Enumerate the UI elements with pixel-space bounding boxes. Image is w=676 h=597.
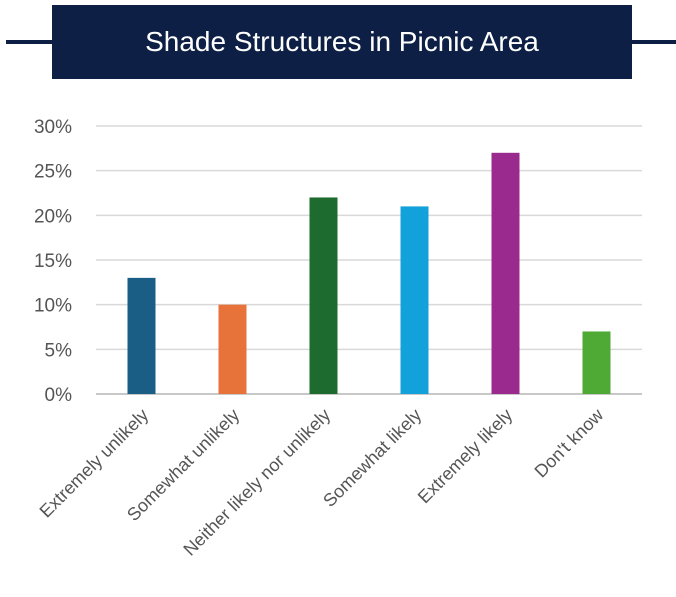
y-tick-label: 15% [34,251,72,272]
y-tick-label: 25% [34,162,72,183]
bar [491,152,520,394]
y-tick-label: 0% [45,385,73,406]
y-tick-label: 20% [34,206,72,227]
y-tick-label: 10% [34,296,72,317]
title-banner: Shade Structures in Picnic Area [52,5,632,79]
x-category-label: Extremely likely [414,405,517,508]
bar [309,197,338,394]
title-rule-right [630,40,676,44]
x-category-label: Somewhat likely [319,405,425,511]
bar [582,331,611,394]
x-category-label: Neither likely nor unlikely [179,405,334,560]
y-tick-label: 30% [34,117,72,138]
bar [400,206,429,394]
bar [218,304,247,394]
title-rule-left [6,40,54,44]
x-category-label: Don't know [531,404,608,481]
chart-title: Shade Structures in Picnic Area [145,26,539,57]
y-tick-label: 5% [45,340,73,361]
bar [127,277,156,394]
